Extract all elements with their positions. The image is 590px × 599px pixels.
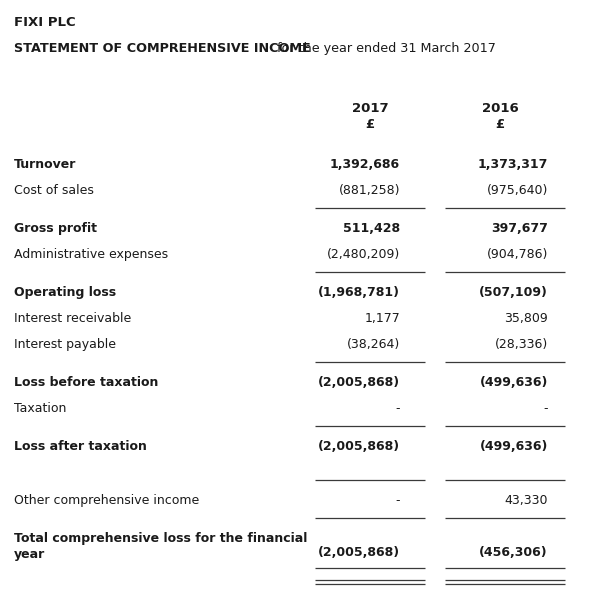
Text: -: -	[395, 494, 400, 507]
Text: 35,809: 35,809	[504, 312, 548, 325]
Text: year: year	[14, 548, 45, 561]
Text: Cost of sales: Cost of sales	[14, 184, 94, 197]
Text: for the year ended 31 March 2017: for the year ended 31 March 2017	[273, 42, 496, 55]
Text: Loss after taxation: Loss after taxation	[14, 440, 147, 453]
Text: (507,109): (507,109)	[479, 286, 548, 299]
Text: (975,640): (975,640)	[487, 184, 548, 197]
Text: 2016: 2016	[481, 102, 519, 115]
Text: Taxation: Taxation	[14, 402, 66, 415]
Text: Interest payable: Interest payable	[14, 338, 116, 351]
Text: (38,264): (38,264)	[347, 338, 400, 351]
Text: Administrative expenses: Administrative expenses	[14, 248, 168, 261]
Text: (881,258): (881,258)	[339, 184, 400, 197]
Text: (456,306): (456,306)	[479, 546, 548, 559]
Text: STATEMENT OF COMPREHENSIVE INCOME: STATEMENT OF COMPREHENSIVE INCOME	[14, 42, 310, 55]
Text: 1,373,317: 1,373,317	[478, 158, 548, 171]
Text: Total comprehensive loss for the financial: Total comprehensive loss for the financi…	[14, 532, 307, 545]
Text: (2,005,868): (2,005,868)	[318, 546, 400, 559]
Text: 511,428: 511,428	[343, 222, 400, 235]
Text: Turnover: Turnover	[14, 158, 76, 171]
Text: (1,968,781): (1,968,781)	[318, 286, 400, 299]
Text: 2017: 2017	[352, 102, 388, 115]
Text: (28,336): (28,336)	[495, 338, 548, 351]
Text: (2,005,868): (2,005,868)	[318, 440, 400, 453]
Text: 1,177: 1,177	[364, 312, 400, 325]
Text: (2,480,209): (2,480,209)	[327, 248, 400, 261]
Text: (904,786): (904,786)	[487, 248, 548, 261]
Text: Interest receivable: Interest receivable	[14, 312, 131, 325]
Text: £: £	[496, 118, 504, 131]
Text: (499,636): (499,636)	[480, 440, 548, 453]
Text: 1,392,686: 1,392,686	[330, 158, 400, 171]
Text: Other comprehensive income: Other comprehensive income	[14, 494, 199, 507]
Text: (2,005,868): (2,005,868)	[318, 376, 400, 389]
Text: 43,330: 43,330	[504, 494, 548, 507]
Text: FIXI PLC: FIXI PLC	[14, 16, 76, 29]
Text: -: -	[543, 402, 548, 415]
Text: 397,677: 397,677	[491, 222, 548, 235]
Text: (499,636): (499,636)	[480, 376, 548, 389]
Text: £: £	[365, 118, 375, 131]
Text: Gross profit: Gross profit	[14, 222, 97, 235]
Text: Loss before taxation: Loss before taxation	[14, 376, 158, 389]
Text: Operating loss: Operating loss	[14, 286, 116, 299]
Text: -: -	[395, 402, 400, 415]
